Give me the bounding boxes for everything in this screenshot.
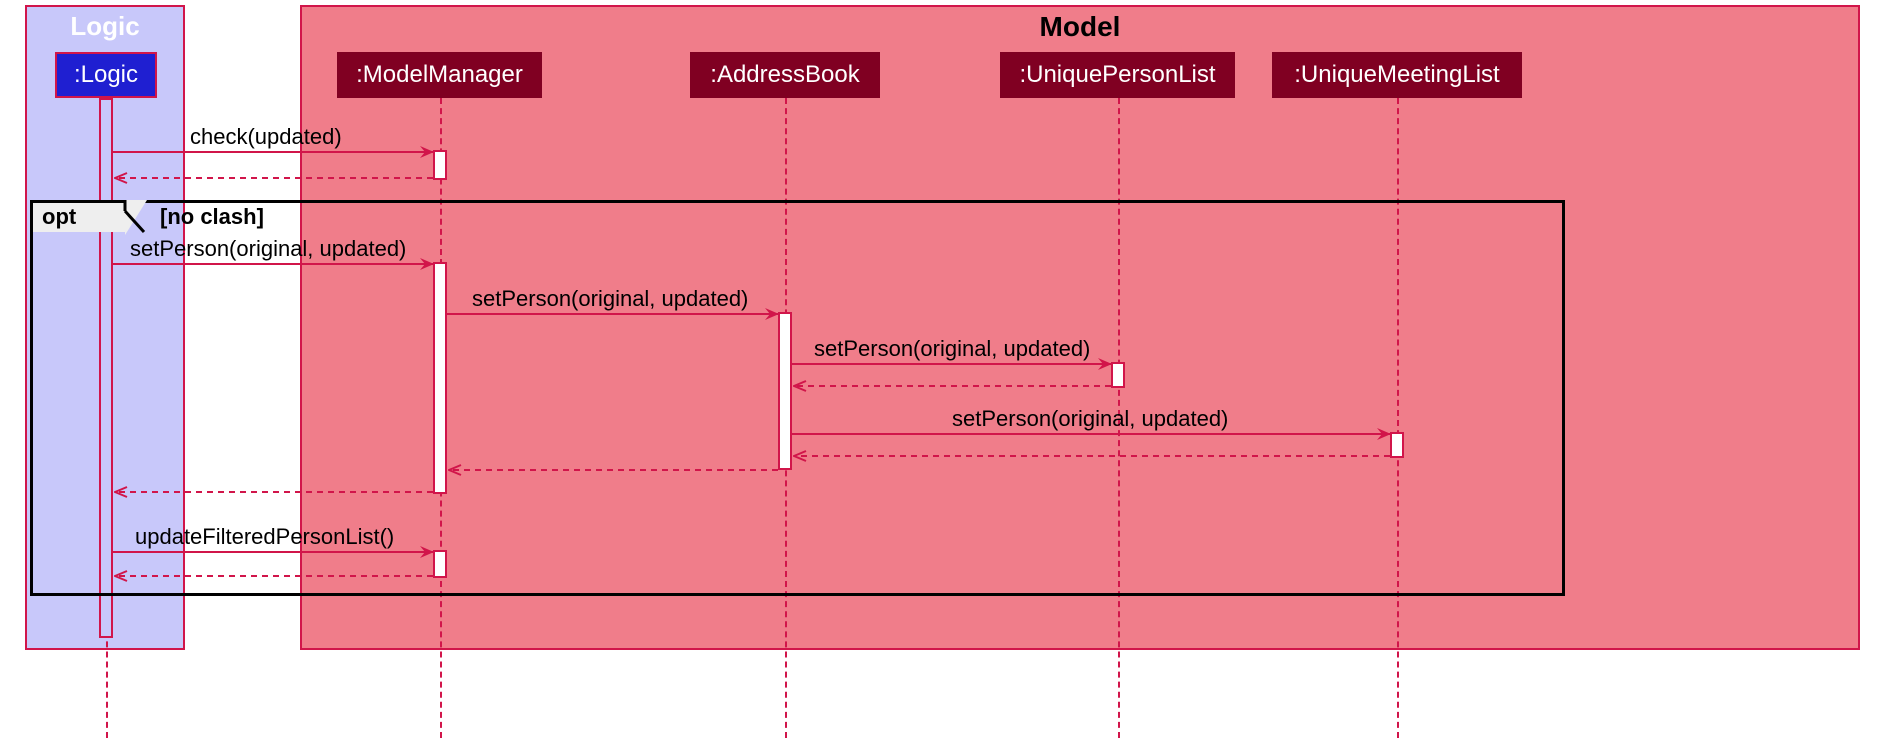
participant-logic-label: :Logic [74,61,138,89]
opt-operator-label: opt [42,204,76,230]
msg-setperson3-label: setPerson(original, updated) [814,336,1090,362]
sequence-diagram: Logic Model :Logic :ModelManager :Addres… [0,0,1881,752]
activation-mm-check [433,150,447,180]
package-logic-title: Logic [27,11,183,42]
opt-guard-label: [no clash] [160,204,264,230]
participant-logic: :Logic [55,52,157,98]
participant-unique-person-list: :UniquePersonList [1000,52,1235,98]
participant-upl-label: :UniquePersonList [1019,61,1215,89]
msg-check-label: check(updated) [190,124,342,150]
participant-ab-label: :AddressBook [710,61,859,89]
msg-update-label: updateFilteredPersonList() [135,524,394,550]
msg-setperson1-label: setPerson(original, updated) [130,236,406,262]
participant-model-manager: :ModelManager [337,52,542,98]
participant-address-book: :AddressBook [690,52,880,98]
package-model-title: Model [302,11,1858,43]
participant-mm-label: :ModelManager [356,61,523,89]
participant-unique-meeting-list: :UniqueMeetingList [1272,52,1522,98]
participant-uml-label: :UniqueMeetingList [1294,61,1499,89]
msg-setperson2-label: setPerson(original, updated) [472,286,748,312]
msg-setperson4-label: setPerson(original, updated) [952,406,1228,432]
